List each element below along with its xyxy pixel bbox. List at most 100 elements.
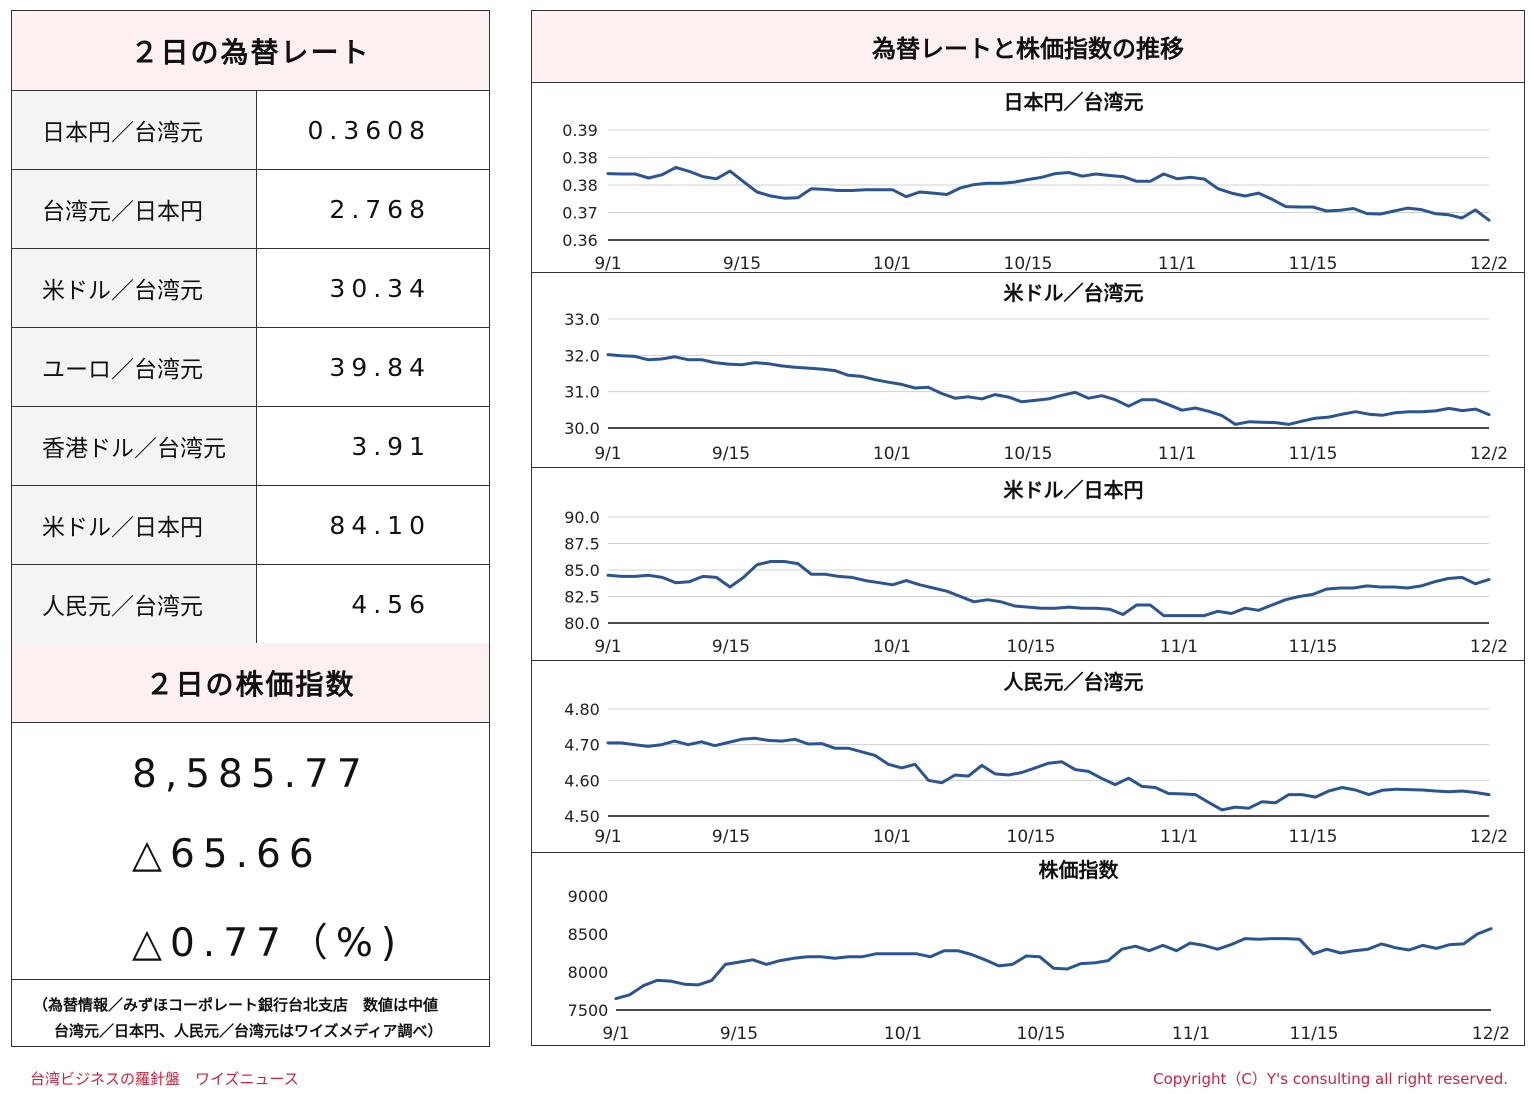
rate-name: 日本円／台湾元 (12, 91, 257, 169)
y-tick-label: 82.5 (564, 588, 600, 607)
rate-value: 4.56 (351, 589, 431, 619)
rate-value: 3.91 (351, 431, 431, 461)
series-line (614, 927, 1493, 1001)
series-line (606, 560, 1491, 618)
rate-name: 台湾元／日本円 (12, 170, 257, 248)
y-tick-label: 8500 (568, 925, 609, 944)
x-tick-label: 10/1 (884, 1024, 922, 1044)
x-tick-label: 10/1 (873, 637, 911, 657)
x-tick-label: 11/15 (1289, 637, 1338, 657)
rates-header: ２日の為替レート (12, 11, 489, 91)
chart-usd-twd: 米ドル／台湾元 33.0 32.0 31.0 30.0 9/1 9/15 10/1 10/15 1… (532, 273, 1524, 468)
footer-copyright: Copyright（C）Y's consulting all right res… (1153, 1070, 1508, 1088)
rate-value: 2.768 (329, 194, 431, 224)
index-change: △65.66 (132, 832, 322, 877)
series-line (606, 736, 1491, 812)
x-tick-label: 11/1 (1160, 637, 1198, 657)
x-tick-label: 11/1 (1160, 827, 1198, 847)
y-tick-label: 80.0 (564, 614, 600, 633)
x-tick-label: 11/15 (1289, 444, 1338, 464)
y-tick-label: 0.38 (562, 176, 598, 195)
x-tick-label: 9/15 (712, 444, 750, 464)
rate-name: ユーロ／台湾元 (12, 328, 257, 406)
x-tick-label: 12/2 (1472, 1024, 1510, 1044)
chart-title: 米ドル／日本円 (1004, 478, 1144, 502)
rate-row: ユーロ／台湾元 39.84 (12, 328, 489, 407)
rate-name: 香港ドル／台湾元 (12, 407, 257, 485)
x-tick-label: 9/15 (712, 827, 750, 847)
series-line (606, 165, 1491, 222)
rate-value: 39.84 (329, 352, 431, 382)
x-tick-label: 10/1 (873, 444, 911, 464)
index-box: 8,585.77 △65.66 △0.77（%) (12, 722, 489, 980)
rate-row: 香港ドル／台湾元 3.91 (12, 407, 489, 486)
rates-table: 日本円／台湾元 0.3608 台湾元／日本円 2.768 米ドル／台湾元 30.… (12, 91, 489, 644)
y-tick-label: 0.38 (562, 149, 598, 168)
rate-row: 日本円／台湾元 0.3608 (12, 91, 489, 170)
x-tick-label: 9/1 (594, 254, 621, 273)
y-tick-label: 0.36 (562, 231, 598, 250)
x-tick-label: 10/15 (1017, 1024, 1066, 1044)
y-tick-label: 9000 (568, 887, 609, 906)
y-tick-label: 33.0 (564, 310, 600, 329)
rate-name: 米ドル／日本円 (12, 486, 257, 564)
y-tick-label: 90.0 (564, 508, 600, 527)
rate-row: 米ドル／台湾元 30.34 (12, 249, 489, 328)
chart-usd-jpy: 米ドル／日本円 90.0 87.5 85.0 82.5 80.0 9/1 9/15 10/1 10… (532, 468, 1524, 661)
x-tick-label: 9/1 (594, 444, 621, 464)
x-tick-label: 11/1 (1172, 1024, 1210, 1044)
x-tick-label: 11/15 (1290, 1024, 1339, 1044)
rate-row: 米ドル／日本円 84.10 (12, 486, 489, 565)
x-tick-label: 9/1 (594, 637, 621, 657)
charts-header: 為替レートと株価指数の推移 (532, 11, 1524, 83)
x-tick-label: 10/1 (873, 254, 911, 273)
y-tick-label: 4.80 (564, 700, 600, 719)
x-tick-label: 11/1 (1158, 254, 1196, 273)
x-tick-label: 11/1 (1158, 444, 1196, 464)
chart-title: 株価指数 (1039, 858, 1120, 882)
x-tick-label: 12/2 (1470, 444, 1508, 464)
x-tick-label: 10/15 (1004, 444, 1053, 464)
y-tick-label: 87.5 (564, 535, 600, 554)
x-tick-label: 12/2 (1470, 637, 1508, 657)
note-line: 台湾元／日本円、人民元／台湾元はワイズメディア調べ） (54, 1022, 443, 1040)
x-tick-label: 11/15 (1289, 254, 1338, 273)
x-tick-label: 10/15 (1007, 637, 1056, 657)
rate-value: 84.10 (329, 510, 431, 540)
chart-jpy-twd: 日本円／台湾元 0.39 0.38 0.38 0.37 0.36 9/1 9/15 10/1 10… (532, 83, 1524, 273)
y-tick-label: 4.60 (564, 771, 600, 790)
rate-row: 人民元／台湾元 4.56 (12, 565, 489, 644)
y-tick-label: 0.39 (562, 121, 598, 140)
x-tick-label: 10/15 (1007, 827, 1056, 847)
charts-panel: 為替レートと株価指数の推移 日本円／台湾元 0.39 0.38 0.38 0.37 0.3… (531, 10, 1525, 1046)
y-tick-label: 7500 (568, 1001, 609, 1020)
chart-svg: 人民元／台湾元 4.80 4.70 4.60 4.509/1 9/15 10/1 10/15 1… (564, 670, 1508, 847)
y-tick-label: 4.50 (564, 807, 600, 826)
chart-title: 日本円／台湾元 (1004, 90, 1144, 114)
index-header: ２日の株価指数 (12, 643, 489, 723)
rates-panel: ２日の為替レート 日本円／台湾元 0.3608 台湾元／日本円 2.768 米ド… (11, 10, 490, 1047)
chart-svg: 日本円／台湾元 0.39 0.38 0.38 0.37 0.36 9/1 9/15 10/1 10… (562, 90, 1508, 273)
y-tick-label: 0.37 (562, 204, 598, 223)
chart-svg: 米ドル／台湾元 33.0 32.0 31.0 30.0 9/1 9/15 10/1 10/15 1… (564, 281, 1508, 464)
note-line: （為替情報／みずほコーポレート銀行台北支店 数値は中値 (33, 996, 439, 1014)
index-change-pct: △0.77（%) (132, 921, 405, 966)
y-tick-label: 85.0 (564, 561, 600, 580)
source-note: （為替情報／みずほコーポレート銀行台北支店 数値は中値 台湾元／日本円、人民元／… (12, 981, 489, 1046)
rate-row: 台湾元／日本円 2.768 (12, 170, 489, 249)
y-tick-label: 30.0 (564, 419, 600, 438)
series-line (606, 353, 1491, 426)
x-tick-label: 9/15 (720, 1024, 758, 1044)
chart-title: 人民元／台湾元 (1004, 670, 1144, 694)
x-tick-label: 12/2 (1470, 254, 1508, 273)
y-tick-label: 8000 (568, 963, 609, 982)
y-tick-label: 4.70 (564, 736, 600, 755)
y-tick-label: 32.0 (564, 346, 600, 365)
chart-stock-index: 株価指数 9000 8500 8000 7500 9/1 9/15 10/1 10/15 11/1… (532, 853, 1524, 1047)
y-tick-label: 31.0 (564, 383, 600, 402)
chart-cny-twd: 人民元／台湾元 4.80 4.70 4.60 4.50 9/1 9/15 10/1 10/15 1… (532, 661, 1524, 853)
rate-value: 30.34 (329, 273, 431, 303)
rate-name: 人民元／台湾元 (12, 565, 257, 643)
x-tick-label: 9/15 (723, 254, 761, 273)
chart-svg: 米ドル／日本円 90.0 87.5 85.0 82.5 80.0 9/1 9/15 10/1 10… (564, 478, 1508, 657)
